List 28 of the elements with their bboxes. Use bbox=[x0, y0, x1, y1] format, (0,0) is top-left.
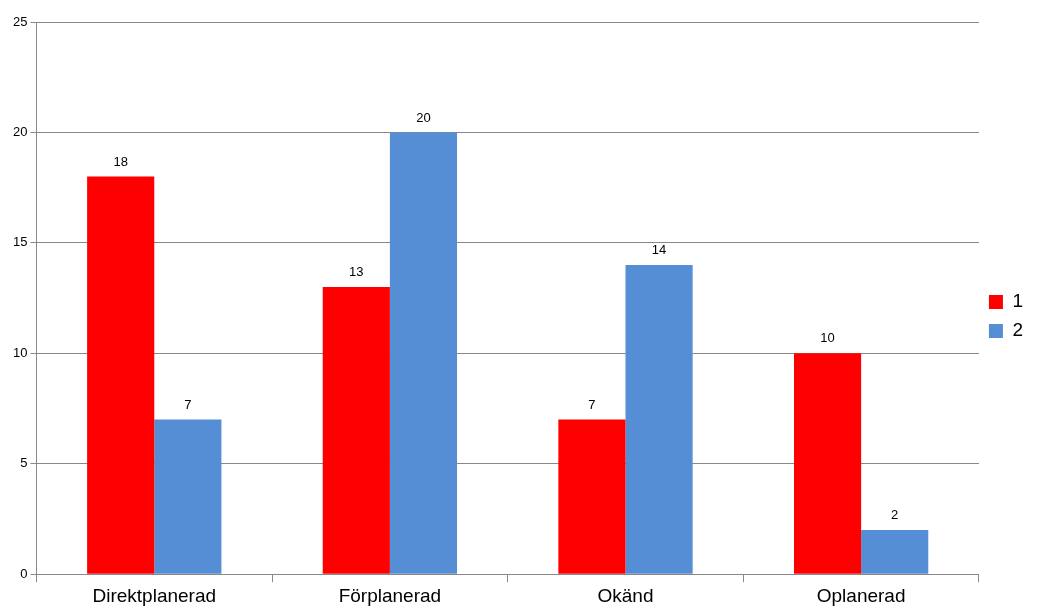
x-tick-label: Oplanerad bbox=[816, 584, 906, 606]
bar bbox=[87, 176, 155, 574]
bar bbox=[793, 353, 862, 574]
y-tick-label: 0 bbox=[20, 565, 28, 581]
bar bbox=[625, 264, 693, 574]
data-label: 20 bbox=[416, 109, 431, 125]
data-label: 10 bbox=[820, 330, 835, 346]
data-label: 13 bbox=[349, 264, 364, 280]
legend-label: 1 bbox=[1012, 290, 1024, 312]
bar bbox=[861, 530, 929, 574]
data-label: 7 bbox=[184, 396, 192, 412]
bar bbox=[322, 287, 390, 574]
bar bbox=[558, 419, 626, 574]
x-tick-label: Direktplanerad bbox=[92, 584, 217, 606]
y-tick-label: 15 bbox=[12, 234, 28, 250]
data-label: 2 bbox=[891, 507, 899, 523]
data-label: 18 bbox=[113, 153, 128, 169]
y-tick-label: 5 bbox=[20, 455, 28, 471]
bar bbox=[389, 132, 458, 574]
legend-label: 2 bbox=[1012, 319, 1024, 341]
data-label: 14 bbox=[651, 242, 667, 258]
y-tick-label: 10 bbox=[12, 344, 28, 360]
y-tick-label: 20 bbox=[12, 124, 28, 140]
x-tick-label: Förplanerad bbox=[338, 584, 442, 606]
y-tick-label: 25 bbox=[12, 13, 28, 29]
data-label: 7 bbox=[588, 396, 596, 412]
x-tick-label: Okänd bbox=[597, 584, 654, 606]
bar bbox=[154, 419, 222, 574]
